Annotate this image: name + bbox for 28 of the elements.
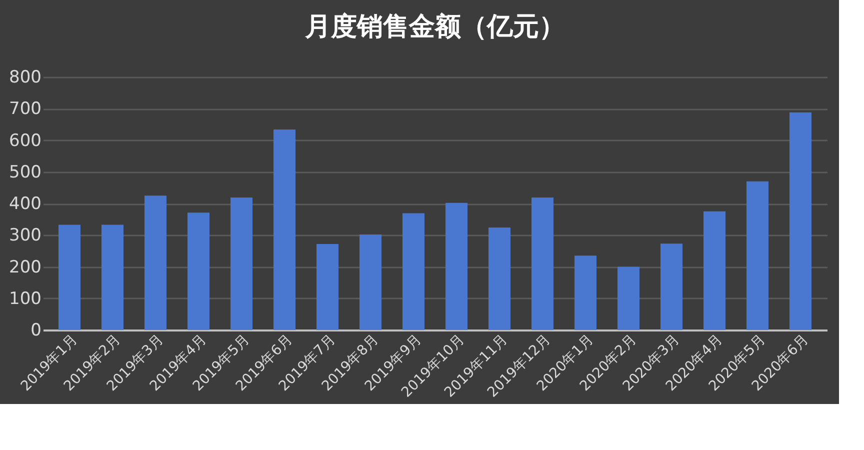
bar [58, 224, 80, 330]
bar [704, 211, 726, 330]
bar [746, 181, 768, 330]
bar [402, 213, 424, 330]
bar [660, 244, 682, 330]
bar [488, 228, 510, 330]
bar [618, 266, 640, 330]
y-tick-label: 300 [9, 226, 42, 246]
bar [102, 224, 124, 330]
bar [316, 244, 338, 330]
bar [230, 197, 252, 330]
y-tick-label: 100 [9, 288, 42, 309]
bar [574, 256, 596, 330]
y-tick-label: 700 [9, 99, 42, 120]
y-tick-label: 600 [9, 130, 42, 151]
bar [360, 234, 382, 330]
bar [532, 197, 554, 330]
chart-title: 月度销售金额（亿元） [304, 12, 565, 42]
y-tick-label: 200 [9, 257, 42, 278]
bar [790, 112, 812, 330]
bar [274, 130, 296, 330]
y-tick-label: 800 [9, 68, 42, 88]
bar [188, 212, 210, 330]
bar [144, 196, 166, 330]
bar [446, 202, 468, 330]
y-tick-label: 400 [9, 194, 42, 214]
y-tick-label: 500 [9, 162, 42, 182]
y-tick-label: 0 [30, 320, 42, 340]
